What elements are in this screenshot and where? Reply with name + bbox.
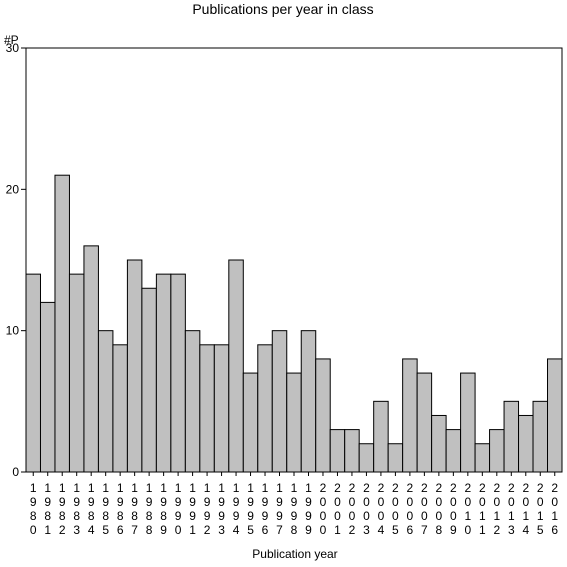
- y-tick-label: 20: [6, 182, 20, 196]
- bar-2008: [431, 414, 447, 473]
- bar-2010: [460, 372, 476, 473]
- y-tick-label: 10: [6, 324, 20, 338]
- bar-1992: [199, 344, 215, 473]
- bar-2006: [402, 358, 418, 473]
- bar-2012: [489, 429, 505, 473]
- bar-1994: [228, 259, 244, 473]
- bar-2011: [474, 443, 491, 473]
- bar-2016: [547, 358, 563, 473]
- bar-1995: [242, 372, 259, 473]
- bar-2001: [329, 429, 346, 473]
- bar-1985: [97, 330, 114, 473]
- bar-1986: [112, 344, 128, 473]
- bar-1990: [170, 273, 186, 473]
- bar-1993: [213, 344, 230, 473]
- bar-1983: [68, 273, 85, 473]
- bar-1980: [25, 273, 41, 473]
- bar-1997: [271, 330, 288, 473]
- bar-2014: [518, 414, 534, 473]
- bar-2005: [387, 443, 404, 473]
- bar-1999: [300, 330, 317, 473]
- bar-1984: [83, 245, 99, 473]
- bar-1982: [54, 174, 70, 473]
- bar-1988: [141, 287, 157, 473]
- bar-2003: [358, 443, 375, 473]
- y-axis-label: #P: [4, 33, 19, 47]
- bar-2009: [445, 429, 462, 473]
- bar-2015: [532, 400, 549, 473]
- bar-1991: [184, 330, 201, 473]
- chart-title: Publications per year in class: [192, 1, 373, 17]
- bar-2013: [503, 400, 520, 473]
- bar-2000: [315, 358, 331, 473]
- bar-2007: [416, 372, 433, 473]
- bar-2002: [344, 429, 360, 473]
- bar-1989: [155, 273, 172, 473]
- bar-1996: [257, 344, 273, 473]
- bar-2004: [373, 400, 389, 473]
- bar-1981: [39, 301, 56, 473]
- y-tick-label: 30: [6, 41, 20, 55]
- y-tick-label: 0: [12, 465, 19, 479]
- bars-group: [25, 174, 563, 473]
- y-axis: 0 10 20 30: [6, 41, 26, 479]
- x-axis-label: Publication year: [252, 547, 337, 561]
- bar-1998: [286, 372, 302, 473]
- bar-1987: [126, 259, 143, 473]
- x-axis: 1 9 8 0 1 9 8 1 1 9 8 2 1 9 8 3 1 9 8 4 1 9 8 5 1 9 8 6 1 9 8 7 1 9 8 8 1 9 8 9…: [30, 472, 558, 537]
